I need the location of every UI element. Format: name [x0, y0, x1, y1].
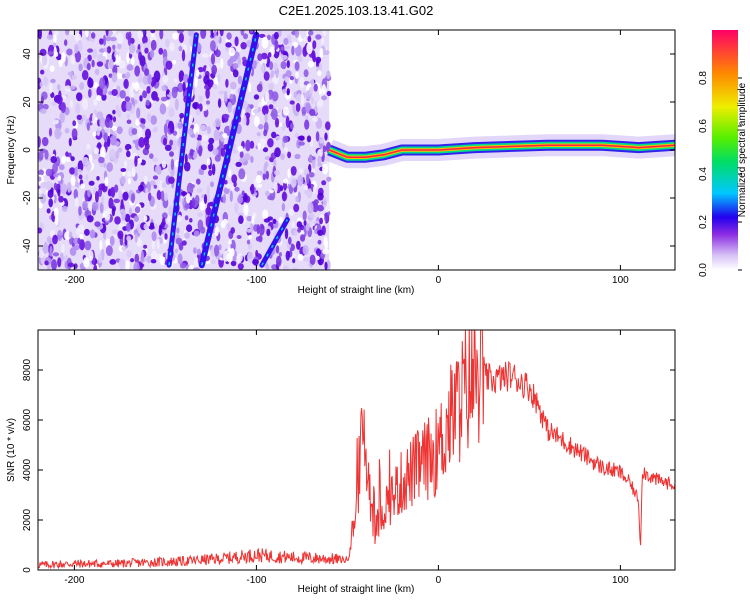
snr-ytick-label: 0: [22, 567, 33, 573]
snr-ytick-label: 6000: [22, 408, 33, 431]
heatmap-xtick-label: 100: [612, 275, 629, 286]
carrier-core: [328, 144, 675, 158]
colorbar-gradient: [712, 30, 738, 270]
noise-speckle: [38, 30, 332, 270]
heatmap-xlabel: Height of straight line (km): [298, 285, 415, 296]
snr-ytick-label: 4000: [22, 458, 33, 481]
heatmap-xtick-label: -100: [246, 275, 266, 286]
snr-series-line: [38, 330, 675, 570]
snr-xtick-label: -200: [64, 575, 84, 586]
colorbar-tick-label: 0.4: [698, 167, 709, 181]
heatmap-xtick-label: 0: [436, 275, 442, 286]
snr-ytick-label: 2000: [22, 508, 33, 531]
heatmap-xtick-label: -200: [64, 275, 84, 286]
snr-xtick-label: -100: [246, 575, 266, 586]
snr-xlabel: Height of straight line (km): [298, 584, 415, 595]
streak-2: [166, 32, 199, 268]
colorbar: 0.0 0.2 0.4 0.6 0.8 Normalized spectral ampl…: [698, 30, 748, 277]
snr-xtick-label: 0: [436, 575, 442, 586]
heatmap-ytick-label: 40: [22, 48, 33, 60]
snr-xtick-label: 100: [612, 575, 629, 586]
snr-frame: [37, 329, 676, 571]
heatmap-ytick-label: -40: [22, 238, 33, 253]
chart-title: C2E1.2025.103.13.41.G02: [279, 3, 434, 18]
colorbar-tick-label: 0.0: [698, 263, 709, 277]
streak-1: [198, 31, 260, 269]
colorbar-label: Normalized spectral amplitude: [737, 82, 748, 217]
streak-3: [259, 217, 290, 268]
colorbar-tick-label: 0.6: [698, 119, 709, 133]
heatmap-ytick-label: 20: [22, 96, 33, 108]
heatmap-ytick-label: 0: [22, 147, 33, 153]
heatmap-ytick-label: -20: [22, 190, 33, 205]
heatmap-ylabel: Frequency (Hz): [6, 116, 17, 185]
snr-ylabel: SNR (10 * v/v): [6, 418, 17, 482]
colorbar-tick-label: 0.8: [698, 71, 709, 85]
colorbar-tick-label: 0.2: [698, 215, 709, 229]
snr-ytick-label: 8000: [22, 358, 33, 381]
